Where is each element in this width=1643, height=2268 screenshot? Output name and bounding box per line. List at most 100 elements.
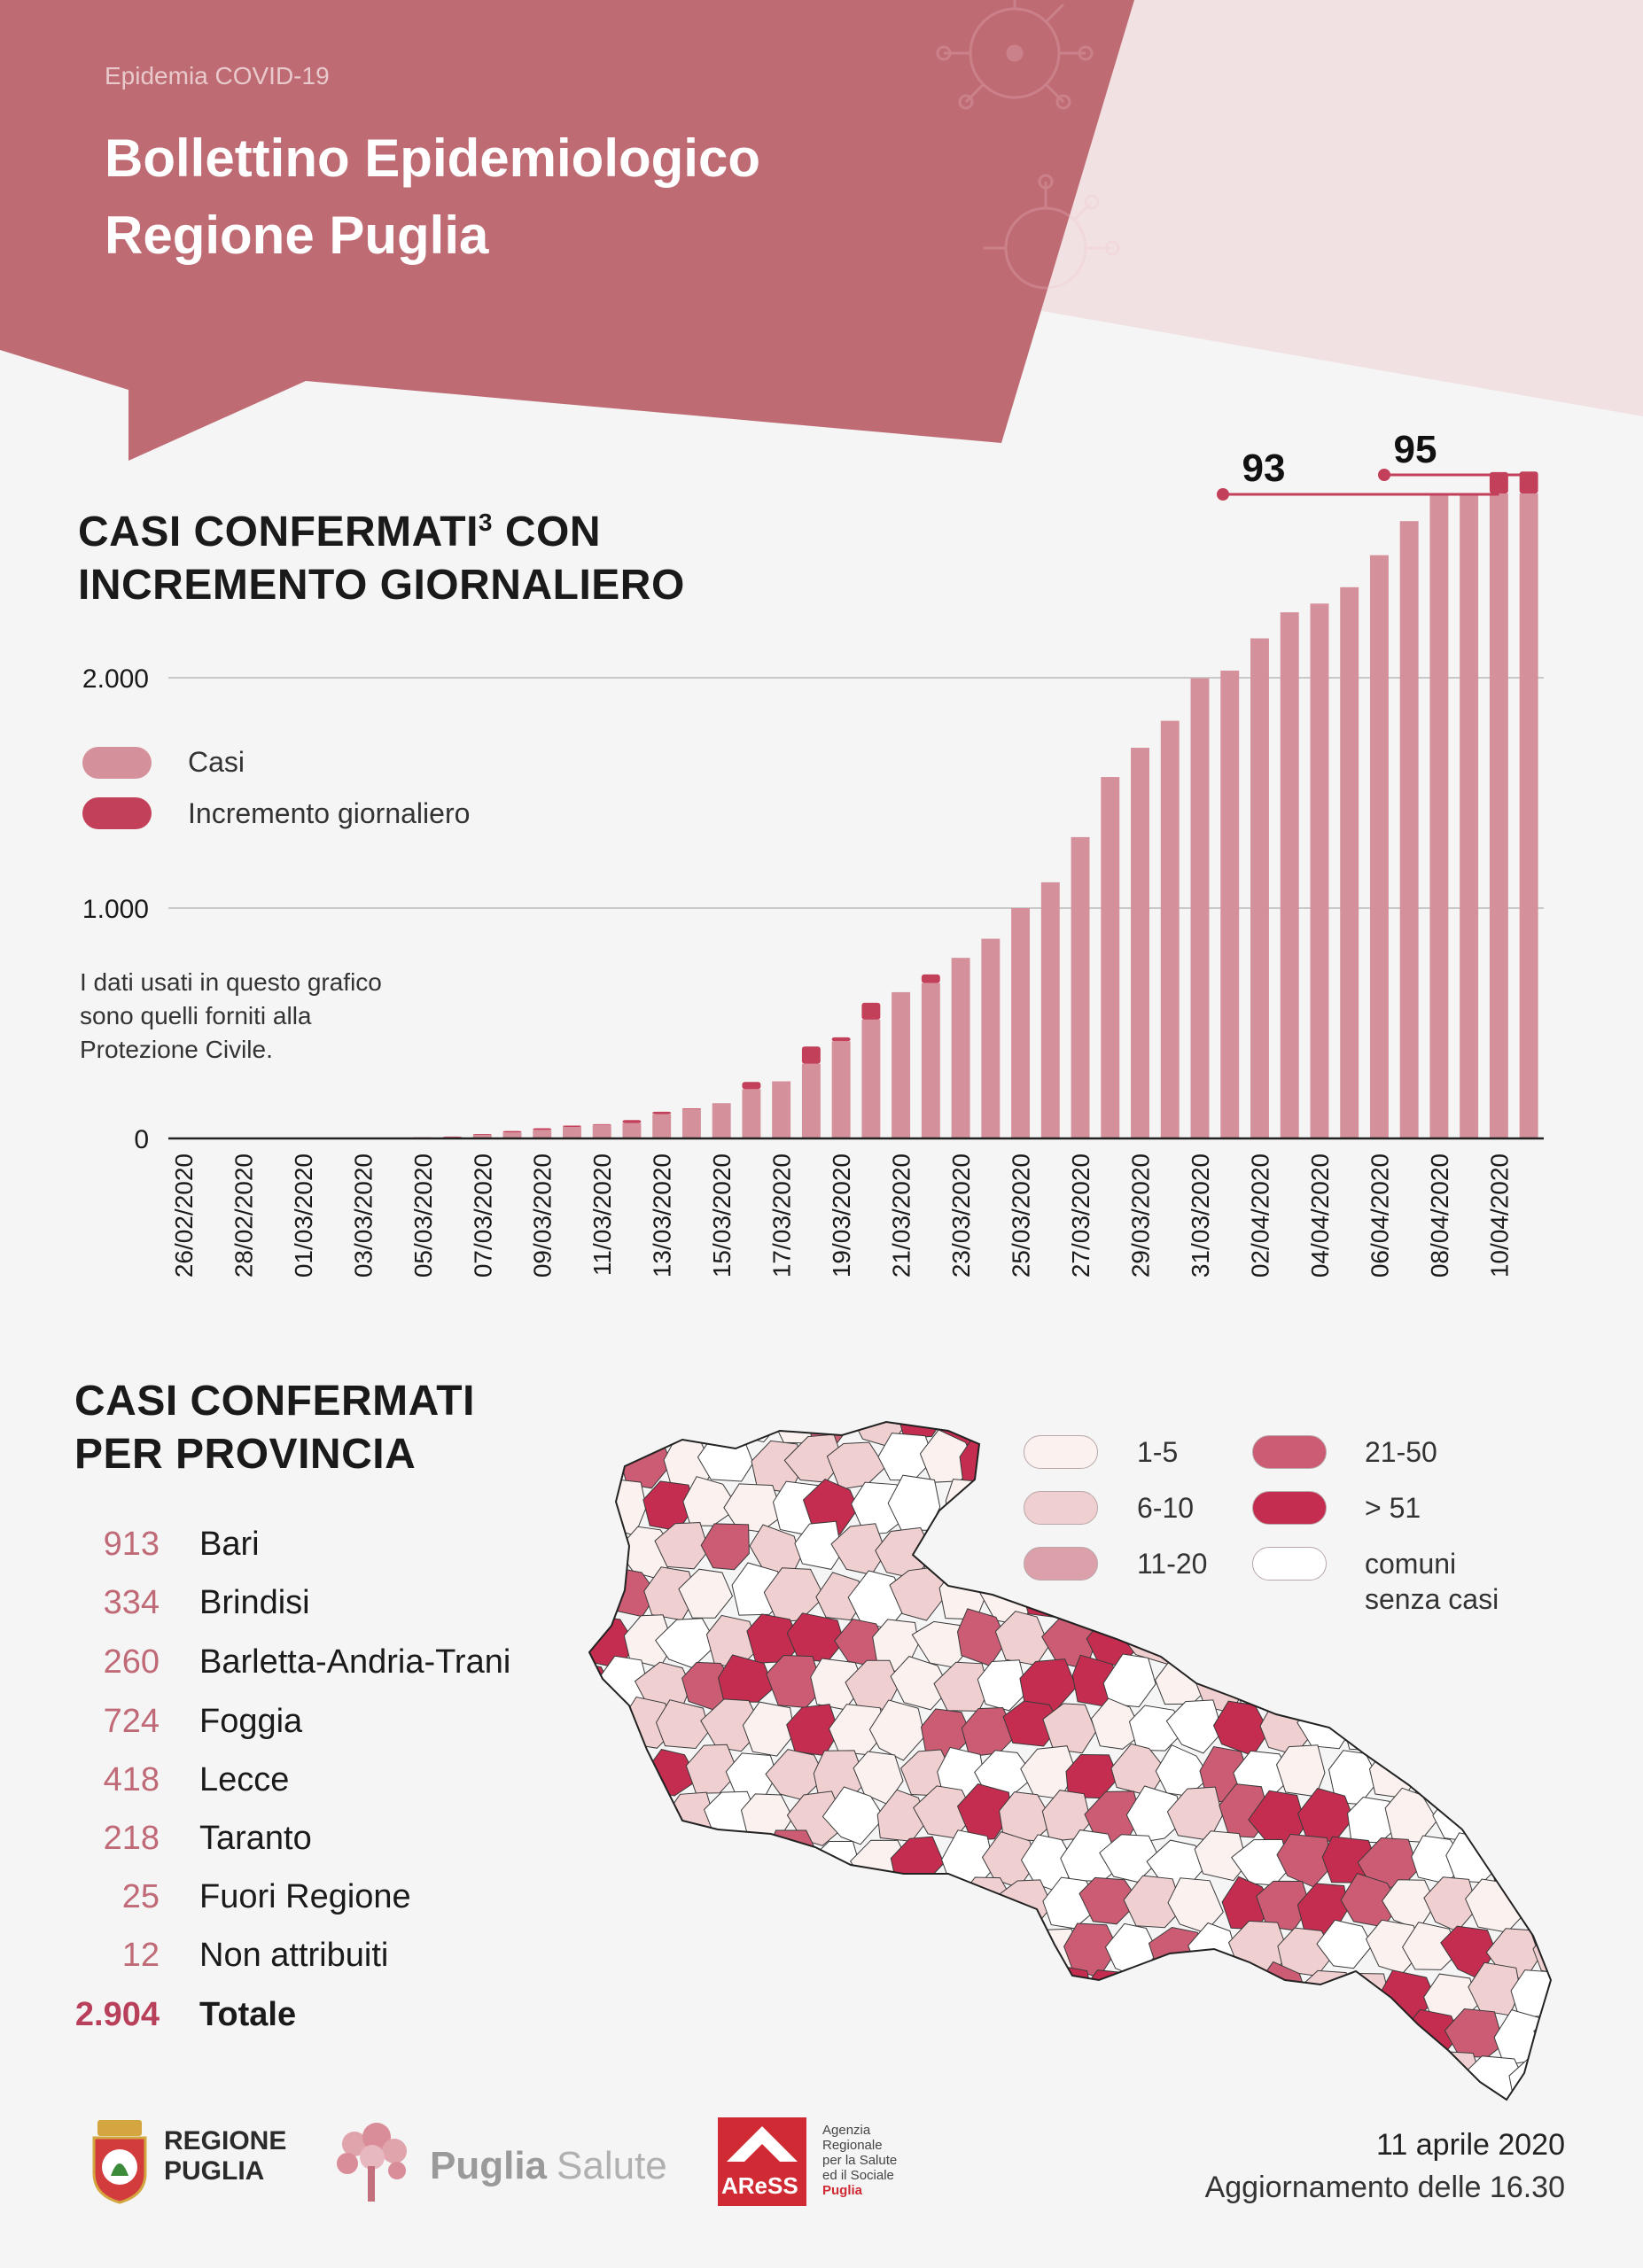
map-municipality [975,1422,1026,1440]
map-municipality [1193,1422,1241,1443]
map-municipality [865,1880,922,1933]
map-municipality [1250,2059,1309,2100]
map-municipality [1216,1969,1270,2018]
map-municipality [1166,1615,1228,1670]
map-municipality [742,1701,796,1757]
map-municipality [1338,1619,1391,1670]
callout-label-93: 93 [1242,447,1286,490]
map-municipality [657,1878,713,1933]
map-municipality [1057,1569,1114,1619]
province-title-line1: CASI CONFERMATI [74,1378,475,1425]
legend-swatch-casi [82,747,152,779]
map-municipality [590,1829,650,1883]
bar-casi [1489,493,1508,1138]
province-name: Lecce [199,1761,290,1798]
map-municipality [728,2014,780,2064]
map-municipality [1387,1699,1444,1748]
aress-logo: AReSS Agenzia Regionale per la Salute ed… [718,2117,922,2215]
map-municipality [1296,1609,1353,1662]
chart-note-line: I dati usati in questo grafico [80,968,382,996]
map-municipality [1040,1521,1096,1574]
map-legend-label: 6-10 [1137,1492,1195,1524]
map-municipality [1529,1472,1551,1532]
bar-casi [1369,555,1389,1138]
map-municipality [977,1922,1031,1980]
map-municipality [1550,1612,1551,1666]
map-municipality [1339,1435,1392,1490]
aress-text-line: ed il Sociale [822,2168,894,2183]
map-municipality [939,2014,995,2067]
map-municipality [1232,1422,1287,1445]
map-municipality [683,1922,738,1982]
map-municipality [689,1837,742,1886]
map-municipality [826,1441,886,1490]
confirmed-cases-bar-chart: 0 1.000 2.000 26/02/2020 28/02/2020 01/03/202… [82,428,1544,1278]
x-tick-label: 10/04/2020 [1485,1153,1513,1278]
map-municipality [1466,1710,1522,1759]
map-municipalities [589,1422,1551,2100]
callout-label-95: 95 [1394,428,1437,471]
chart-note-line: sono quelli forniti alla [80,1002,312,1029]
bar-incremento [472,1134,492,1135]
map-municipality [614,1975,677,2024]
map-municipality [677,2016,736,2062]
map-municipality [1540,1744,1551,1797]
map-municipality [996,1521,1053,1579]
callout-dot [1378,469,1390,481]
bar-incremento [742,1082,761,1090]
map-municipality [956,1783,1012,1841]
map-municipality [914,2055,971,2100]
map-municipality [1128,2053,1187,2100]
province-row: 334 Brindisi [53,1584,603,1643]
x-tick-label: 02/04/2020 [1246,1153,1273,1278]
regione-puglia-logo: REGIONE PUGLIA [89,2116,301,2204]
map-municipality [1504,1527,1551,1580]
aress-text-line: per la Salute [822,2153,898,2168]
map-municipality [642,1422,695,1441]
map-municipality [589,1790,628,1843]
map-municipality [706,2052,759,2100]
province-row: 913 Bari [53,1526,603,1584]
legend-label-incremento: Incremento giornaliero [188,797,471,829]
map-municipality [1165,1699,1224,1754]
map-municipality [854,2012,907,2066]
map-municipality [1279,2014,1341,2070]
map-municipality [1402,1922,1461,1970]
map-municipality [1210,2055,1269,2100]
map-municipality [1112,1422,1164,1445]
map-municipality [815,1572,866,1621]
province-value: 12 [121,1937,160,1974]
map-municipality [1078,1876,1140,1925]
map-municipality [1321,1422,1374,1450]
x-tick-label: 03/03/2020 [349,1153,377,1278]
map-municipality [1506,1438,1551,1492]
map-municipality [871,1969,929,2021]
map-municipality [787,1879,841,1928]
map-municipality [1441,1739,1497,1791]
map-municipality [1320,2009,1378,2063]
province-value: 913 [103,1526,160,1563]
map-municipality [1386,2048,1441,2100]
map-municipality [1493,2009,1551,2066]
map-municipality [879,2050,931,2100]
bar-incremento [622,1120,642,1123]
map-municipality [685,1744,739,1794]
map-municipality [1125,1524,1182,1576]
map-municipality [912,1883,970,1933]
map-municipality [1367,1477,1417,1527]
map-municipality [1148,2006,1207,2062]
map-municipality [802,1479,859,1535]
chart-title-rest: CON [493,509,601,555]
map-municipality [726,1422,784,1443]
map-municipality [1174,1526,1227,1577]
aress-badge-text: AReSS [721,2172,798,2199]
bar-casi [951,958,970,1138]
x-tick-label: 04/04/2020 [1306,1153,1334,1278]
bar-casi [981,938,1001,1138]
bar-casi [861,1019,881,1138]
map-municipality [1154,1570,1211,1618]
map-municipality [1447,1653,1507,1710]
header-title-line2: Regione Puglia [105,206,489,265]
map-municipality [593,1422,649,1442]
chart-note: I dati usati in questo grafico sono quel… [80,966,382,1067]
